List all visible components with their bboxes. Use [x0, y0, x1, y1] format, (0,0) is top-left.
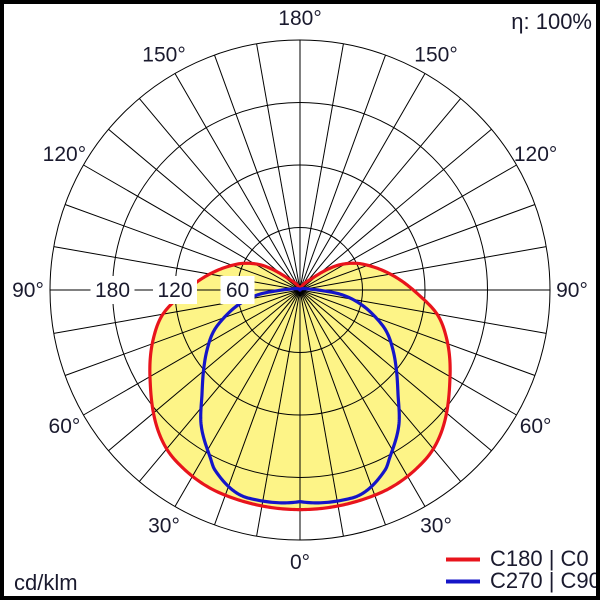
svg-text:90°: 90° — [556, 279, 588, 302]
svg-text:cd/klm: cd/klm — [14, 570, 78, 595]
svg-text:60°: 60° — [49, 415, 81, 438]
svg-text:120: 120 — [157, 279, 192, 302]
svg-text:0°: 0° — [290, 551, 310, 574]
svg-text:180°: 180° — [278, 7, 321, 30]
svg-text:120°: 120° — [43, 143, 86, 166]
svg-text:60°: 60° — [520, 415, 552, 438]
svg-text:30°: 30° — [148, 515, 180, 538]
svg-text:η: 100%: η: 100% — [511, 9, 592, 34]
svg-text:150°: 150° — [414, 43, 457, 66]
svg-text:150°: 150° — [142, 43, 185, 66]
svg-text:30°: 30° — [420, 515, 452, 538]
svg-text:180: 180 — [95, 279, 130, 302]
svg-text:C270 | C90: C270 | C90 — [490, 568, 600, 593]
svg-text:120°: 120° — [514, 143, 557, 166]
svg-text:60: 60 — [226, 279, 249, 302]
svg-text:90°: 90° — [12, 279, 44, 302]
